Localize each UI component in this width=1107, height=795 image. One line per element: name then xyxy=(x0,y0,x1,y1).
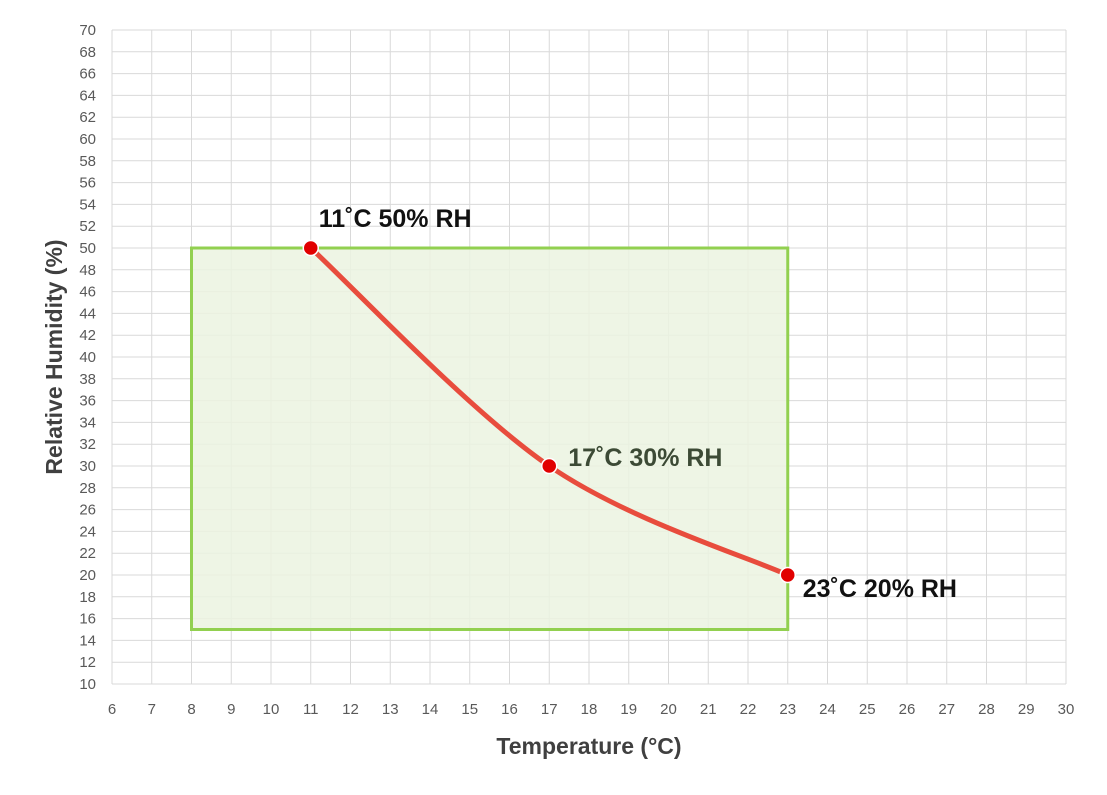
series-layer xyxy=(302,239,796,584)
y-tick-label: 32 xyxy=(79,436,96,453)
y-tick-label: 30 xyxy=(79,458,96,475)
x-tick-label: 27 xyxy=(938,701,955,718)
y-tick-label: 18 xyxy=(79,589,96,606)
x-tick-label: 26 xyxy=(899,701,916,718)
y-tick-label: 64 xyxy=(79,87,96,104)
x-tick-label: 17 xyxy=(541,701,558,718)
y-tick-label: 28 xyxy=(79,480,96,497)
acceptable-region-layer xyxy=(190,246,790,631)
data-point xyxy=(541,457,558,475)
annotation-layer: 11˚C 50% RH 17˚C 30% RH 23˚C 20% RH xyxy=(319,205,957,603)
y-tick-label: 58 xyxy=(79,153,96,170)
point-label: 11˚C 50% RH xyxy=(319,205,472,233)
x-tick-label: 12 xyxy=(342,701,359,718)
y-tick-label: 22 xyxy=(79,545,96,562)
y-tick-label: 70 xyxy=(79,22,96,39)
data-point xyxy=(302,239,319,257)
x-tick-label: 20 xyxy=(660,701,677,718)
x-tick-label: 28 xyxy=(978,701,995,718)
x-tick-label: 30 xyxy=(1058,701,1075,718)
y-tick-label: 54 xyxy=(79,196,96,213)
x-tick-labels: 6 7 8 9 10 11 12 13 14 15 16 17 18 19 20 21 22 23 24 25 26 27… xyxy=(108,701,1075,718)
y-tick-label: 14 xyxy=(79,632,96,649)
x-tick-label: 19 xyxy=(620,701,637,718)
y-tick-label: 68 xyxy=(79,44,96,61)
data-point xyxy=(779,566,796,584)
x-tick-label: 18 xyxy=(581,701,598,718)
y-tick-label: 62 xyxy=(79,109,96,126)
x-tick-label: 29 xyxy=(1018,701,1035,718)
y-tick-label: 10 xyxy=(79,676,96,693)
y-axis-title: Relative Humidity (%) xyxy=(41,239,67,474)
y-tick-label: 12 xyxy=(79,654,96,671)
x-tick-label: 22 xyxy=(740,701,757,718)
y-tick-label: 36 xyxy=(79,393,96,410)
y-tick-label: 46 xyxy=(79,284,96,301)
y-tick-labels: 10 12 14 16 18 20 22 24 26 28 30 32 34 36 38 40 42 44 46 48… xyxy=(79,22,96,693)
y-tick-label: 40 xyxy=(79,349,96,366)
y-tick-label: 34 xyxy=(79,414,96,431)
y-tick-label: 56 xyxy=(79,175,96,192)
y-tick-label: 50 xyxy=(79,240,96,257)
point-label: 23˚C 20% RH xyxy=(803,575,957,603)
y-tick-label: 26 xyxy=(79,502,96,519)
x-tick-label: 6 xyxy=(108,701,116,718)
x-tick-label: 24 xyxy=(819,701,836,718)
y-tick-label: 66 xyxy=(79,66,96,83)
y-tick-label: 44 xyxy=(79,305,96,322)
acceptable-region xyxy=(190,246,790,631)
point-label: 17˚C 30% RH xyxy=(568,444,722,472)
y-tick-label: 24 xyxy=(79,523,96,540)
x-tick-label: 9 xyxy=(227,701,235,718)
x-tick-label: 7 xyxy=(148,701,156,718)
x-tick-label: 14 xyxy=(422,701,439,718)
x-tick-label: 23 xyxy=(779,701,796,718)
y-tick-label: 60 xyxy=(79,131,96,148)
y-tick-label: 42 xyxy=(79,327,96,344)
x-tick-label: 11 xyxy=(303,701,319,718)
x-tick-label: 25 xyxy=(859,701,876,718)
y-tick-label: 52 xyxy=(79,218,96,235)
x-tick-label: 15 xyxy=(461,701,478,718)
y-tick-label: 20 xyxy=(79,567,96,584)
x-tick-label: 13 xyxy=(382,701,399,718)
y-tick-label: 16 xyxy=(79,611,96,628)
x-tick-label: 21 xyxy=(700,701,717,718)
x-tick-label: 16 xyxy=(501,701,518,718)
y-tick-label: 48 xyxy=(79,262,96,279)
x-tick-label: 8 xyxy=(187,701,195,718)
x-tick-label: 10 xyxy=(263,701,280,718)
x-axis-title: Temperature (°C) xyxy=(496,733,681,759)
y-tick-label: 38 xyxy=(79,371,96,388)
